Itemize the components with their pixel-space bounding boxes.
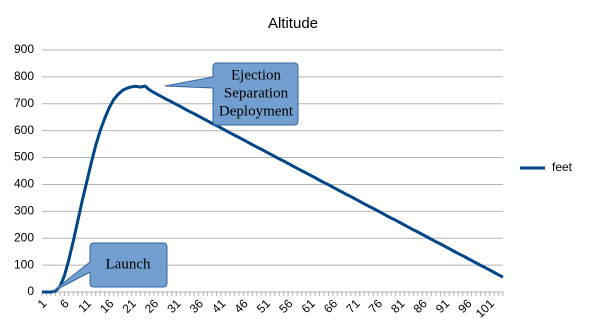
x-tick-label: 91	[433, 296, 453, 316]
legend-label: feet	[552, 160, 573, 174]
y-tick-label: 400	[14, 177, 34, 191]
x-tick-label: 1	[35, 296, 50, 311]
x-tick-label: 56	[276, 296, 296, 316]
x-tick-label: 86	[410, 296, 430, 316]
x-tick-label: 66	[321, 296, 341, 316]
x-tick-label: 36	[187, 296, 207, 316]
y-tick-label: 100	[14, 257, 34, 271]
x-tick-label: 81	[388, 296, 408, 316]
y-tick-label: 900	[14, 42, 34, 56]
x-tick-label: 11	[75, 296, 94, 315]
callout-text: Separation	[224, 85, 289, 101]
callout-text: Ejection	[231, 67, 281, 83]
y-tick-label: 200	[14, 230, 34, 244]
y-tick-label: 500	[14, 150, 34, 164]
x-tick-label: 101	[473, 296, 497, 320]
x-tick-label: 76	[366, 296, 386, 316]
data-line	[42, 84, 504, 294]
x-tick-label: 16	[97, 296, 117, 316]
y-tick-label: 800	[14, 69, 34, 83]
x-tick-label: 61	[299, 296, 319, 316]
y-tick-label: 600	[14, 123, 34, 137]
y-tick-label: 700	[14, 96, 34, 110]
x-tick-label: 51	[254, 296, 274, 316]
x-tick-label: 6	[57, 296, 72, 311]
callout	[51, 242, 168, 293]
x-tick-label: 26	[142, 296, 162, 316]
callout	[164, 62, 299, 126]
x-tick-label: 21	[120, 296, 140, 316]
y-tick-label: 300	[14, 204, 34, 218]
x-tick-label: 31	[164, 296, 184, 316]
callout-text: Launch	[106, 256, 151, 272]
chart-title: Altitude	[268, 15, 318, 32]
callout-text: Deployment	[219, 103, 294, 119]
x-tick-label: 41	[209, 296, 229, 316]
y-tick-label: 0	[27, 284, 34, 298]
x-tick-label: 71	[343, 296, 363, 316]
x-tick-label: 96	[455, 296, 475, 316]
x-tick-label: 46	[231, 296, 251, 316]
